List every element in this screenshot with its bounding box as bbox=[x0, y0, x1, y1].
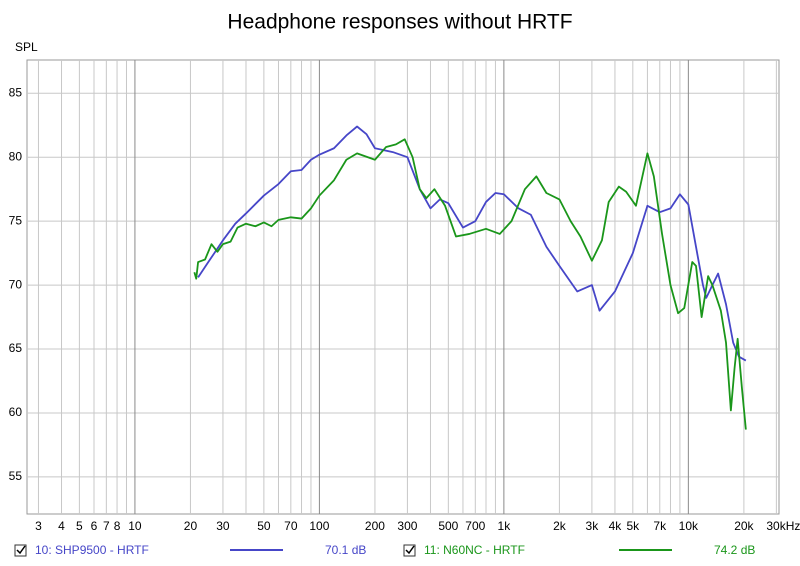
legend-checkbox[interactable] bbox=[14, 544, 27, 557]
x-tick-label: 20k bbox=[734, 519, 754, 533]
plot-area bbox=[26, 59, 780, 515]
x-tick-label: 6 bbox=[91, 519, 98, 533]
y-tick-label: 55 bbox=[9, 469, 23, 483]
check-mark bbox=[405, 545, 415, 555]
x-tick-label: 200 bbox=[365, 519, 385, 533]
series-line bbox=[197, 125, 747, 362]
check-mark bbox=[16, 545, 26, 555]
x-tick-label: 3k bbox=[586, 519, 600, 533]
x-tick-label: 1k bbox=[498, 519, 512, 533]
legend-value: 74.2 dB bbox=[714, 543, 755, 557]
x-tick-label: 100 bbox=[309, 519, 329, 533]
y-tick-label: 75 bbox=[9, 213, 23, 227]
y-tick-label: 65 bbox=[9, 341, 23, 355]
x-tick-label: 30kHz bbox=[766, 519, 800, 533]
x-tick-label: 8 bbox=[114, 519, 121, 533]
y-tick-label: 85 bbox=[9, 85, 23, 99]
legend-label: 11: N60NC - HRTF bbox=[424, 543, 525, 557]
x-tick-label: 10 bbox=[128, 519, 142, 533]
y-tick-label: 60 bbox=[9, 405, 23, 419]
x-tick-label: 7k bbox=[653, 519, 667, 533]
x-tick-label: 4 bbox=[58, 519, 65, 533]
x-tick-label: 10k bbox=[679, 519, 699, 533]
x-tick-label: 5k bbox=[626, 519, 640, 533]
y-tick-label: 80 bbox=[9, 149, 23, 163]
x-tick-label: 5 bbox=[76, 519, 83, 533]
x-tick-label: 20 bbox=[184, 519, 198, 533]
series-line bbox=[193, 138, 747, 430]
x-tick-label: 50 bbox=[257, 519, 271, 533]
y-tick-label: 70 bbox=[9, 277, 23, 291]
legend-checkbox[interactable] bbox=[403, 544, 416, 557]
x-tick-label: 700 bbox=[465, 519, 485, 533]
x-tick-label: 70 bbox=[284, 519, 298, 533]
x-tick-label: 7 bbox=[103, 519, 110, 533]
legend-label: 10: SHP9500 - HRTF bbox=[35, 543, 149, 557]
x-tick-label: 30 bbox=[216, 519, 230, 533]
x-tick-label: 4k bbox=[609, 519, 623, 533]
y-axis-label: SPL bbox=[15, 40, 38, 54]
legend-value: 70.1 dB bbox=[325, 543, 366, 557]
x-tick-label: 3 bbox=[35, 519, 42, 533]
x-tick-label: 300 bbox=[397, 519, 417, 533]
chart-title: Headphone responses without HRTF bbox=[227, 11, 572, 34]
legend: 10: SHP9500 - HRTF 70.1 dB 11: N60NC - HRT… bbox=[14, 543, 755, 557]
x-tick-label: 500 bbox=[438, 519, 458, 533]
x-tick-label: 2k bbox=[553, 519, 567, 533]
